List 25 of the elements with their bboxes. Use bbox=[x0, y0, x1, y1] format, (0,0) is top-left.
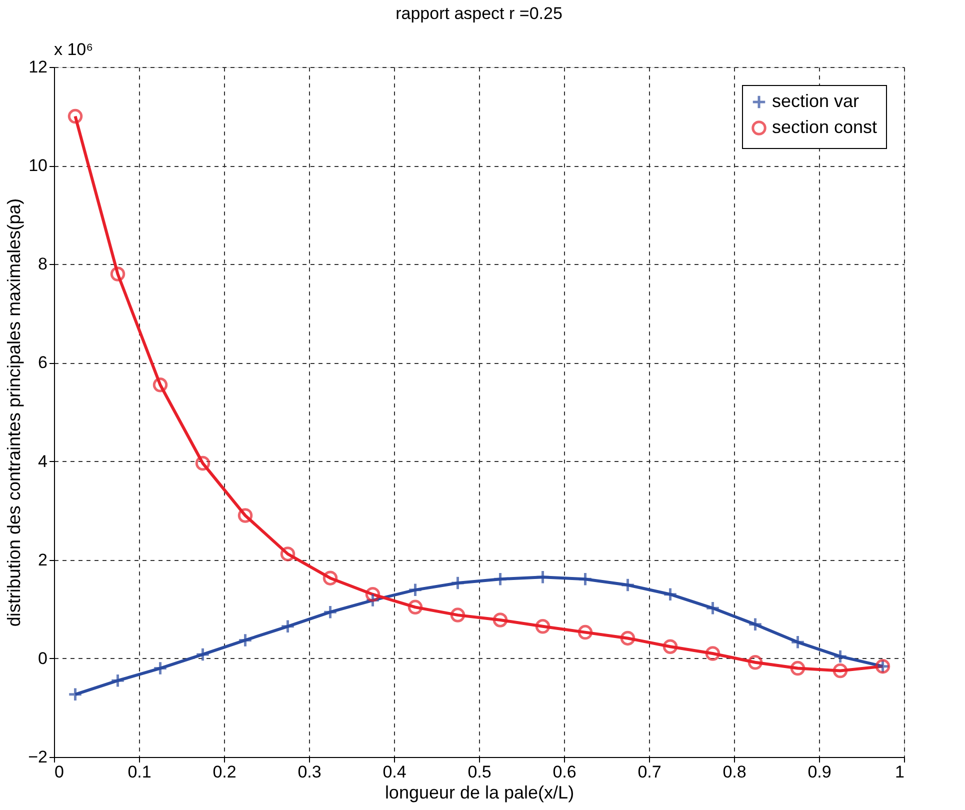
x-tick-label: 0.5 bbox=[468, 762, 492, 782]
x-tick-label: 0 bbox=[54, 762, 64, 782]
text: x 10⁶ bbox=[54, 40, 94, 59]
y-tick-label: 4 bbox=[38, 452, 48, 471]
x-tick-label: 0.2 bbox=[212, 762, 236, 782]
y-tick-label: 2 bbox=[38, 550, 48, 570]
x-tick-label: 0.7 bbox=[638, 762, 662, 782]
y-tick-label: 0 bbox=[38, 648, 48, 668]
y-tick-label: 6 bbox=[38, 353, 48, 372]
y-tick-label: 12 bbox=[28, 58, 48, 76]
x-tick-label: 0.9 bbox=[808, 762, 832, 782]
y-axis-title: distribution des contraintes principales maximales(pa) bbox=[4, 198, 24, 627]
y-tick-label: 10 bbox=[28, 156, 48, 176]
x-tick-label: 0.6 bbox=[552, 762, 576, 782]
x-tick-label: 1 bbox=[895, 762, 904, 782]
x-tick-label: 0.3 bbox=[298, 762, 322, 782]
x-tick-label: 0.4 bbox=[382, 762, 406, 782]
legend-label: section var bbox=[772, 91, 860, 111]
legend-label: section const bbox=[772, 117, 878, 137]
x-axis-title: longueur de la pale(x/L) bbox=[384, 782, 574, 802]
y-tick-label: 8 bbox=[38, 254, 48, 274]
y-tick-label: −2 bbox=[28, 748, 48, 766]
x-tick-label: 0.1 bbox=[128, 762, 152, 782]
chart-title: rapport aspect r =0.25 bbox=[396, 4, 562, 23]
x-tick-label: 0.8 bbox=[722, 762, 746, 782]
